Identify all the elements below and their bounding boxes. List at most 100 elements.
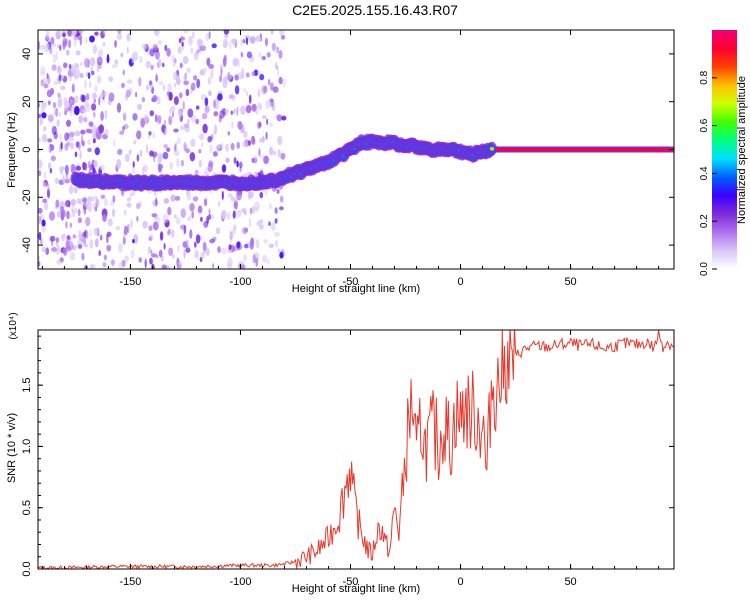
noise-speckle xyxy=(159,231,164,241)
noise-speckle xyxy=(123,209,127,216)
noise-speckle xyxy=(260,154,265,160)
noise-speckle xyxy=(208,208,211,215)
noise-speckle xyxy=(38,159,43,169)
noise-speckle xyxy=(167,206,172,216)
noise-speckle xyxy=(58,111,62,117)
noise-speckle xyxy=(215,227,221,235)
noise-speckle xyxy=(191,211,195,219)
noise-speckle xyxy=(274,218,278,224)
noise-speckle xyxy=(194,250,199,259)
noise-speckle xyxy=(177,107,182,118)
noise-speckle xyxy=(70,99,73,104)
noise-speckle xyxy=(148,225,153,232)
noise-speckle xyxy=(254,201,260,212)
noise-speckle xyxy=(152,221,159,231)
noise-speckle xyxy=(126,79,133,84)
noise-speckle xyxy=(122,236,126,245)
noise-speckle xyxy=(83,116,88,123)
noise-speckle xyxy=(151,151,158,158)
noise-speckle xyxy=(99,234,103,241)
noise-speckle xyxy=(249,239,254,250)
noise-speckle xyxy=(72,234,76,239)
noise-speckle xyxy=(181,41,184,47)
noise-speckle xyxy=(278,76,283,85)
noise-speckle xyxy=(59,201,66,209)
colorbar: 0.0 0.2 0.4 0.6 0.8 Normalized spectral ampl… xyxy=(699,30,748,276)
noise-speckle xyxy=(38,261,41,267)
noise-speckle xyxy=(249,207,253,215)
noise-speckle xyxy=(173,214,177,219)
noise-speckle xyxy=(43,83,49,89)
noise-speckle xyxy=(41,224,47,233)
noise-speckle xyxy=(213,129,217,135)
noise-speckle xyxy=(229,236,233,244)
noise-speckle xyxy=(212,263,215,269)
noise-speckle xyxy=(108,76,114,82)
noise-speckle xyxy=(168,247,174,256)
noise-speckle xyxy=(42,182,47,188)
noise-speckle xyxy=(222,57,227,67)
noise-speckle xyxy=(281,115,287,121)
noise-speckle xyxy=(166,48,171,57)
noise-speckle xyxy=(243,130,248,139)
noise-speckle xyxy=(137,103,143,111)
figure-title: C2E5.2025.155.16.43.R07 xyxy=(292,2,458,18)
noise-speckle xyxy=(62,174,65,184)
noise-speckle xyxy=(124,153,130,163)
noise-speckle xyxy=(69,184,74,195)
noise-speckle xyxy=(210,69,214,80)
noise-speckle xyxy=(275,239,278,248)
noise-speckle xyxy=(169,161,173,170)
noise-speckle xyxy=(230,38,237,44)
noise-speckle xyxy=(174,58,177,64)
noise-speckle xyxy=(49,235,56,242)
y-tick-label: -40 xyxy=(21,237,33,253)
noise-speckle xyxy=(198,133,205,141)
noise-speckle xyxy=(65,200,71,208)
snr-frame xyxy=(37,329,675,570)
noise-speckle xyxy=(259,138,262,143)
ridge-band-core xyxy=(493,148,674,151)
noise-speckle xyxy=(224,33,229,39)
noise-speckle xyxy=(115,226,121,231)
noise-speckle xyxy=(82,237,86,246)
noise-speckle xyxy=(157,152,163,163)
noise-speckle xyxy=(139,149,143,157)
noise-speckle xyxy=(179,125,186,131)
noise-speckle xyxy=(106,53,110,64)
x-tick-label: -150 xyxy=(119,576,141,588)
noise-speckle xyxy=(186,67,191,73)
noise-speckle xyxy=(179,62,183,68)
noise-speckle xyxy=(80,129,86,135)
noise-speckle xyxy=(240,105,246,115)
noise-speckle xyxy=(133,140,137,145)
noise-speckle xyxy=(200,216,203,222)
noise-speckle xyxy=(233,157,237,164)
noise-speckle xyxy=(41,246,46,253)
noise-speckle xyxy=(176,244,181,253)
noise-speckle xyxy=(47,114,54,123)
noise-speckle xyxy=(183,224,187,235)
noise-speckle xyxy=(143,113,149,123)
x-tick-label: 0 xyxy=(457,276,463,288)
noise-speckle xyxy=(255,257,259,267)
snr-y-label: SNR (10 * v/v) xyxy=(6,413,18,483)
noise-speckle xyxy=(231,121,234,129)
noise-speckle xyxy=(116,102,122,113)
noise-speckle xyxy=(155,254,159,259)
noise-speckle xyxy=(74,207,78,214)
noise-speckle xyxy=(282,77,286,88)
y-tick-label: 0.5 xyxy=(21,500,33,515)
noise-speckle xyxy=(91,103,97,111)
noise-speckle xyxy=(79,37,82,46)
noise-speckle xyxy=(68,39,71,49)
noise-speckle xyxy=(38,170,42,177)
noise-speckle xyxy=(268,221,271,226)
noise-speckle xyxy=(113,139,116,147)
noise-speckle xyxy=(45,30,50,40)
noise-speckle xyxy=(162,84,166,91)
noise-speckle xyxy=(236,241,241,249)
noise-speckle xyxy=(265,131,268,140)
noise-speckle xyxy=(262,254,268,264)
noise-speckle xyxy=(100,111,104,121)
